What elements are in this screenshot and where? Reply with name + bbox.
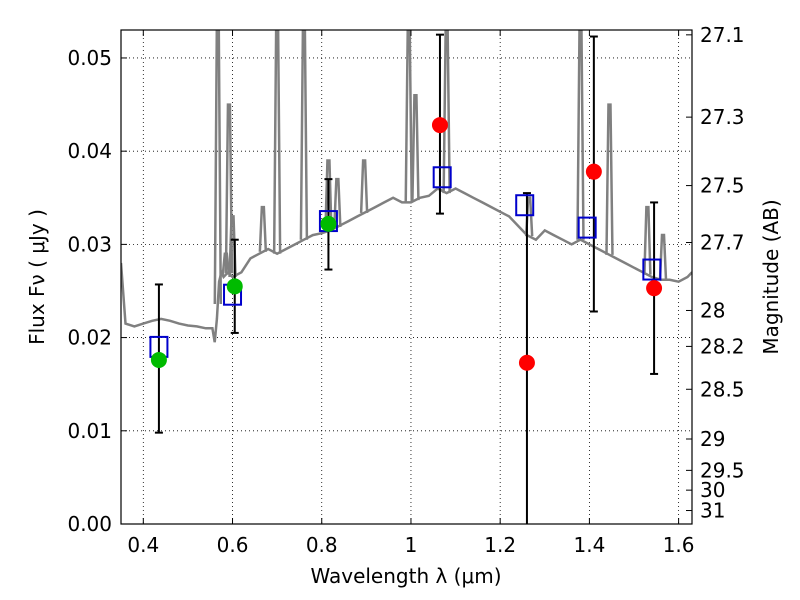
y-tick-label: 0.00 [67, 512, 112, 536]
emission-line [213, 30, 223, 305]
green-point [320, 215, 337, 232]
y-axis-label: Flux Fν ( μJy ) [25, 209, 49, 345]
emission-line [404, 30, 413, 203]
y2-tick-label: 27.1 [700, 23, 745, 47]
x-tick-label: 0.4 [127, 533, 159, 557]
y2-tick-label: 27.7 [700, 231, 745, 255]
y2-tick-label: 29.5 [700, 458, 745, 482]
red-point [431, 117, 448, 134]
y2-tick-label: 28.5 [700, 377, 745, 401]
emission-line [442, 30, 451, 194]
y-tick-label: 0.05 [67, 46, 112, 70]
emission-line [299, 30, 309, 240]
emission-line [576, 30, 585, 240]
emission-line [272, 30, 282, 254]
green-point [150, 351, 167, 368]
emission-line [359, 159, 369, 213]
y-tick-label: 0.03 [67, 232, 112, 256]
x-tick-label: 1.4 [573, 533, 605, 557]
y2-axis-label: Magnitude (AB) [759, 199, 783, 354]
y-tick-label: 0.04 [67, 139, 112, 163]
x-tick-label: 0.8 [306, 533, 338, 557]
red-point [518, 354, 535, 371]
emission-line [224, 103, 234, 274]
model-square [642, 258, 662, 281]
y-tick-label: 0.02 [67, 326, 112, 350]
x-tick-label: 1.6 [663, 533, 695, 557]
red-point [646, 280, 663, 297]
model-square [515, 194, 535, 217]
model-square [577, 216, 597, 239]
plot-frame [120, 29, 693, 525]
emission-line [411, 93, 420, 201]
y2-tick-label: 27.3 [700, 105, 745, 129]
x-tick-label: 0.6 [217, 533, 249, 557]
red-point [585, 163, 602, 180]
green-point [226, 278, 243, 295]
y2-tick-label: 31 [700, 499, 725, 523]
y2-tick-label: 30 [700, 478, 725, 502]
emission-line [643, 205, 652, 275]
x-tick-label: 1.2 [484, 533, 516, 557]
emission-line [258, 205, 268, 252]
x-tick-label: 1 [405, 533, 418, 557]
y-tick-label: 0.01 [67, 419, 112, 443]
model-square [432, 166, 452, 189]
emission-line [605, 103, 614, 255]
plot-area [121, 30, 692, 524]
x-axis-label: Wavelength λ (μm) [310, 564, 501, 588]
emission-line [324, 159, 333, 232]
spectrum-line [121, 187, 692, 343]
y2-tick-label: 28 [700, 298, 725, 322]
axes: 0.4 0.6 0.8 1 1.2 1.4 1.6 0.00 0.01 0.02 0.03 0.04 0… [67, 23, 744, 557]
emission-line [333, 177, 342, 227]
y2-tick-label: 28.2 [700, 334, 745, 358]
emission-line [658, 233, 668, 280]
y2-tick-label: 29 [700, 427, 725, 451]
y2-tick-label: 27.5 [700, 174, 745, 198]
